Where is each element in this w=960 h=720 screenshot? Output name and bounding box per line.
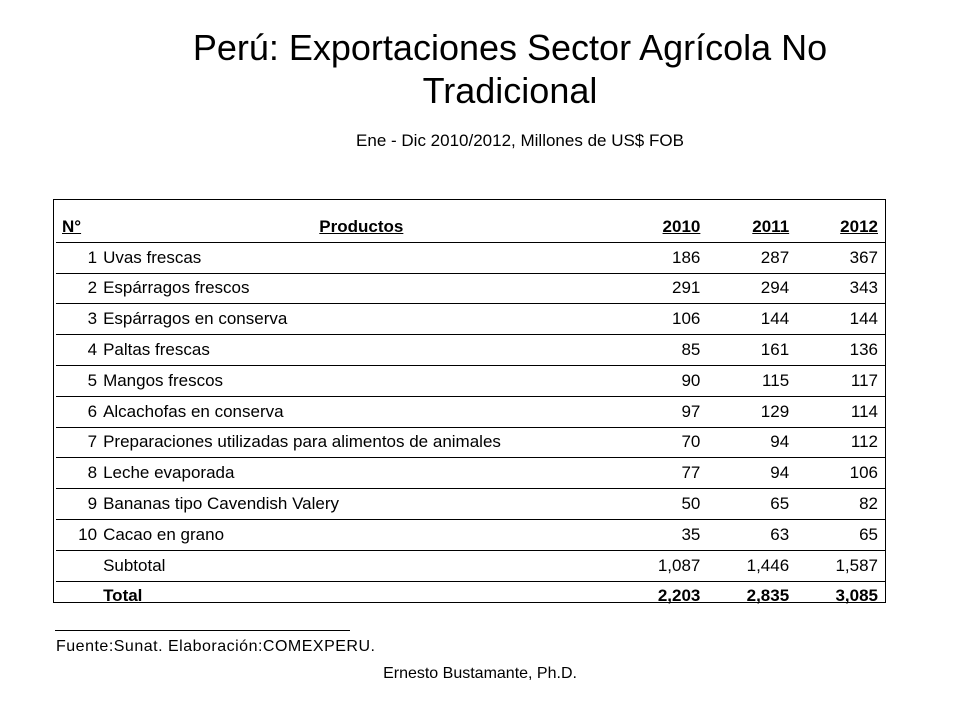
row-2011: 129 (708, 396, 798, 428)
row-2012: 343 (797, 273, 886, 305)
author-footer: Ernesto Bustamante, Ph.D. (383, 665, 577, 682)
row-2010: 70 (619, 427, 709, 459)
row-product: Paltas frescas (103, 334, 620, 366)
page-subtitle: Ene - Dic 2010/2012, Millones de US$ FOB (356, 131, 684, 150)
row-2011: 115 (708, 365, 798, 397)
row-2011: 63 (708, 519, 798, 551)
table-row: 10 Cacao en grano 35 63 65 (56, 519, 886, 551)
total-2010: 2,203 (657, 586, 701, 606)
row-product: Espárragos frescos (103, 273, 620, 305)
row-2012: 117 (797, 365, 886, 397)
table-row: 9 Bananas tipo Cavendish Valery 50 65 82 (56, 488, 886, 520)
row-num: 2 (56, 273, 104, 305)
row-2010: 186 (619, 242, 709, 274)
header-num: N° (62, 216, 82, 236)
row-2011: 161 (708, 334, 798, 366)
row-num: 4 (56, 334, 104, 366)
row-2010: 106 (619, 303, 709, 336)
row-2012: 82 (797, 488, 886, 520)
total-2011: 2,835 (746, 586, 790, 606)
row-2012: 136 (797, 334, 886, 366)
row-product: Preparaciones utilizadas para alimentos … (103, 427, 620, 459)
row-2012: 112 (797, 427, 886, 459)
row-2011: 287 (708, 242, 798, 274)
row-product: Uvas frescas (103, 242, 620, 274)
subtotal-label: Subtotal (103, 550, 620, 582)
subtotal-2012: 1,587 (797, 550, 886, 582)
row-num: 6 (56, 396, 104, 428)
table-header-row: N° Productos 2010 2011 2012 (56, 212, 886, 243)
table-row: 5 Mangos frescos 90 115 117 (56, 365, 886, 397)
table-row: 8 Leche evaporada 77 94 106 (56, 457, 886, 490)
row-num: 10 (56, 519, 104, 551)
exports-table: N° Productos 2010 2011 2012 1 Uvas fresc… (56, 212, 886, 611)
row-2010: 77 (619, 457, 709, 490)
row-2010: 291 (619, 273, 709, 305)
row-2011: 65 (708, 488, 798, 520)
row-2010: 85 (619, 334, 709, 366)
table-row: 4 Paltas frescas 85 161 136 (56, 334, 886, 366)
header-2010: 2010 (662, 216, 701, 236)
row-product: Mangos frescos (103, 365, 620, 397)
page-title: Perú: Exportaciones Sector Agrícola No T… (192, 27, 828, 111)
row-2012: 65 (797, 519, 886, 551)
header-2012: 2012 (840, 216, 878, 236)
total-label: Total (103, 586, 143, 606)
row-num: 1 (56, 242, 104, 274)
header-product: Productos (319, 216, 404, 236)
row-2012: 144 (797, 303, 886, 336)
row-2011: 94 (708, 427, 798, 459)
header-2011: 2011 (752, 216, 790, 236)
row-product: Cacao en grano (103, 519, 620, 551)
subtotal-2010: 1,087 (619, 550, 709, 582)
source-note: Fuente:Sunat. Elaboración:COMEXPERU. (56, 638, 376, 655)
row-2012: 114 (797, 396, 886, 428)
row-2010: 50 (619, 488, 709, 520)
row-num: 3 (56, 303, 104, 336)
subtotal-2011: 1,446 (708, 550, 798, 582)
row-2010: 35 (619, 519, 709, 551)
row-2010: 97 (619, 396, 709, 428)
row-2011: 144 (708, 303, 798, 336)
subtotal-row: Subtotal 1,087 1,446 1,587 (56, 550, 886, 582)
row-product: Alcachofas en conserva (103, 396, 620, 428)
row-product: Leche evaporada (103, 457, 620, 490)
row-product: Bananas tipo Cavendish Valery (103, 488, 620, 520)
source-divider (55, 630, 350, 631)
row-num: 5 (56, 365, 104, 397)
row-2010: 90 (619, 365, 709, 397)
row-2011: 294 (708, 273, 798, 305)
row-2012: 106 (797, 457, 886, 490)
row-num: 9 (56, 488, 104, 520)
table-row: 7 Preparaciones utilizadas para alimento… (56, 427, 886, 459)
table-row: 1 Uvas frescas 186 287 367 (56, 242, 886, 274)
row-2011: 94 (708, 457, 798, 490)
table-row: 6 Alcachofas en conserva 97 129 114 (56, 396, 886, 428)
row-2012: 367 (797, 242, 886, 274)
row-product: Espárragos en conserva (103, 303, 620, 336)
total-2012: 3,085 (835, 586, 878, 606)
table-row: 3 Espárragos en conserva 106 144 144 (56, 303, 886, 336)
row-num: 7 (56, 427, 104, 459)
row-num: 8 (56, 457, 104, 490)
total-row: Total 2,203 2,835 3,085 (56, 581, 886, 611)
table-row: 2 Espárragos frescos 291 294 343 (56, 273, 886, 305)
